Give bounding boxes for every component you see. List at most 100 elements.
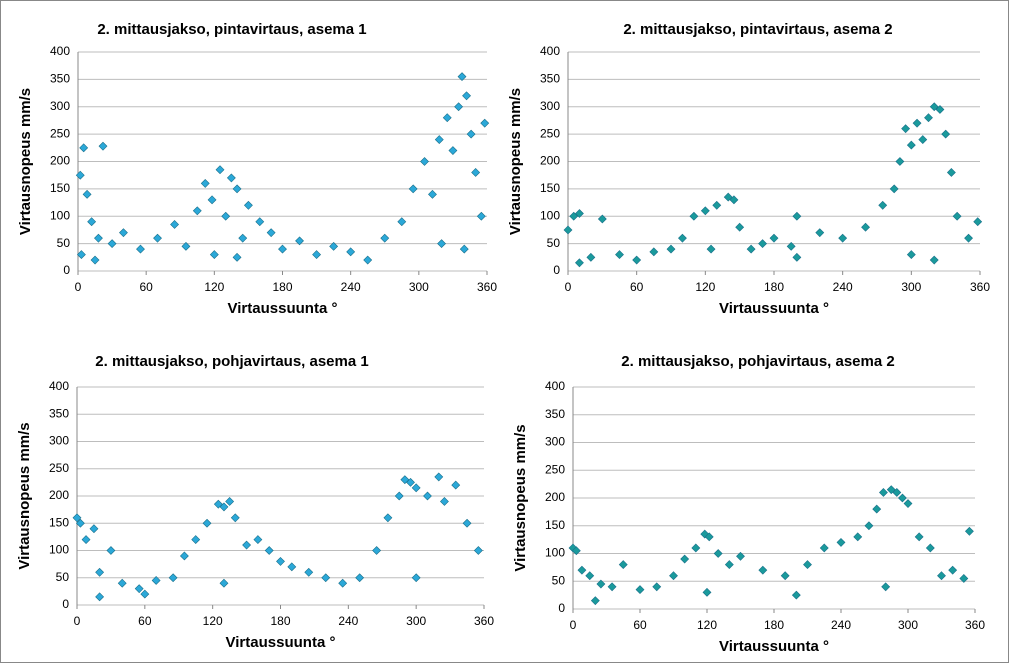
data-point: [423, 491, 432, 501]
y-tick-label: 350: [540, 72, 560, 86]
data-point: [242, 540, 252, 550]
data-point: [897, 493, 907, 503]
data-point: [153, 233, 162, 243]
y-axis-label: Virtausnopeus mm/s: [507, 88, 524, 235]
data-point: [355, 573, 365, 583]
data-point: [929, 255, 939, 265]
data-point: [219, 502, 229, 512]
y-tick-label: 300: [540, 99, 560, 113]
data-point: [411, 483, 421, 493]
data-point: [238, 233, 248, 243]
x-tick-label: 180: [272, 280, 292, 294]
data-point: [434, 135, 444, 145]
data-point: [437, 239, 446, 249]
data-point: [758, 239, 767, 249]
data-point: [95, 567, 105, 577]
chart-title: 2. mittausjakso, pohjavirtaus, asema 1: [95, 353, 368, 370]
y-tick-label: 300: [545, 435, 565, 449]
data-point: [473, 546, 483, 555]
data-point: [941, 129, 951, 139]
data-point: [459, 244, 469, 254]
data-point: [577, 565, 587, 575]
data-point: [363, 255, 373, 265]
x-tick-label: 60: [139, 280, 153, 294]
data-point: [276, 556, 285, 566]
data-point: [72, 513, 82, 523]
data-point: [649, 247, 659, 257]
y-tick-label: 250: [545, 462, 565, 476]
x-tick-label: 180: [270, 614, 290, 628]
data-point: [861, 222, 870, 232]
data-point: [295, 236, 304, 246]
data-point: [202, 518, 212, 528]
data-point: [713, 549, 723, 558]
y-tick-label: 350: [50, 72, 70, 86]
y-tick-label: 200: [50, 154, 70, 168]
data-point: [90, 255, 100, 265]
data-point: [466, 129, 476, 139]
data-point: [563, 225, 573, 235]
x-tick-label: 360: [474, 614, 494, 628]
x-axis-label: Virtaussuunta °: [226, 634, 336, 651]
y-tick-label: 350: [545, 407, 565, 421]
data-point: [230, 513, 240, 523]
data-point: [476, 211, 486, 221]
data-point: [792, 211, 802, 221]
data-point: [266, 228, 276, 238]
x-tick-label: 300: [409, 280, 429, 294]
y-tick-label: 200: [540, 154, 560, 168]
data-point: [937, 571, 946, 581]
data-point: [106, 546, 116, 555]
data-point: [700, 529, 710, 539]
data-point: [136, 244, 145, 254]
data-point: [901, 124, 911, 134]
y-axis-label: Virtausnopeus mm/s: [512, 424, 529, 571]
y-tick-label: 100: [540, 208, 560, 222]
data-point: [383, 513, 393, 523]
data-point: [912, 118, 922, 128]
data-point: [243, 200, 253, 210]
x-tick-label: 0: [565, 280, 572, 294]
data-point: [225, 497, 235, 506]
x-tick-label: 180: [764, 618, 784, 632]
x-tick-label: 0: [570, 618, 577, 632]
data-point: [635, 585, 645, 594]
x-tick-label: 240: [338, 614, 358, 628]
data-point: [689, 211, 699, 221]
data-point: [338, 578, 348, 588]
data-point: [457, 72, 467, 82]
data-point: [924, 113, 933, 123]
data-point: [75, 518, 85, 528]
data-point: [704, 532, 714, 542]
data-point: [669, 571, 678, 581]
y-tick-label: 150: [50, 181, 70, 195]
data-point: [264, 546, 274, 555]
y-tick-label: 300: [49, 434, 69, 448]
data-point: [735, 222, 745, 232]
data-point: [702, 587, 712, 597]
y-tick-label: 0: [558, 601, 565, 615]
data-point: [853, 532, 863, 542]
data-point: [179, 551, 189, 561]
data-point: [680, 554, 690, 564]
data-point: [107, 239, 117, 249]
data-point: [232, 184, 242, 194]
data-point: [94, 233, 103, 243]
y-tick-label: 400: [545, 379, 565, 393]
x-axis-label: Virtaussuunta °: [228, 300, 338, 317]
y-tick-label: 0: [62, 597, 69, 611]
data-point: [571, 546, 581, 556]
data-point: [906, 140, 916, 150]
data-point: [895, 157, 905, 166]
x-tick-label: 240: [833, 280, 853, 294]
data-point: [215, 165, 225, 175]
data-point: [723, 192, 733, 202]
data-point: [769, 233, 779, 243]
y-tick-label: 100: [49, 543, 69, 557]
x-tick-label: 60: [138, 614, 152, 628]
data-point: [98, 141, 108, 151]
data-point: [411, 573, 421, 583]
data-point: [255, 217, 265, 227]
y-tick-label: 150: [540, 181, 560, 195]
